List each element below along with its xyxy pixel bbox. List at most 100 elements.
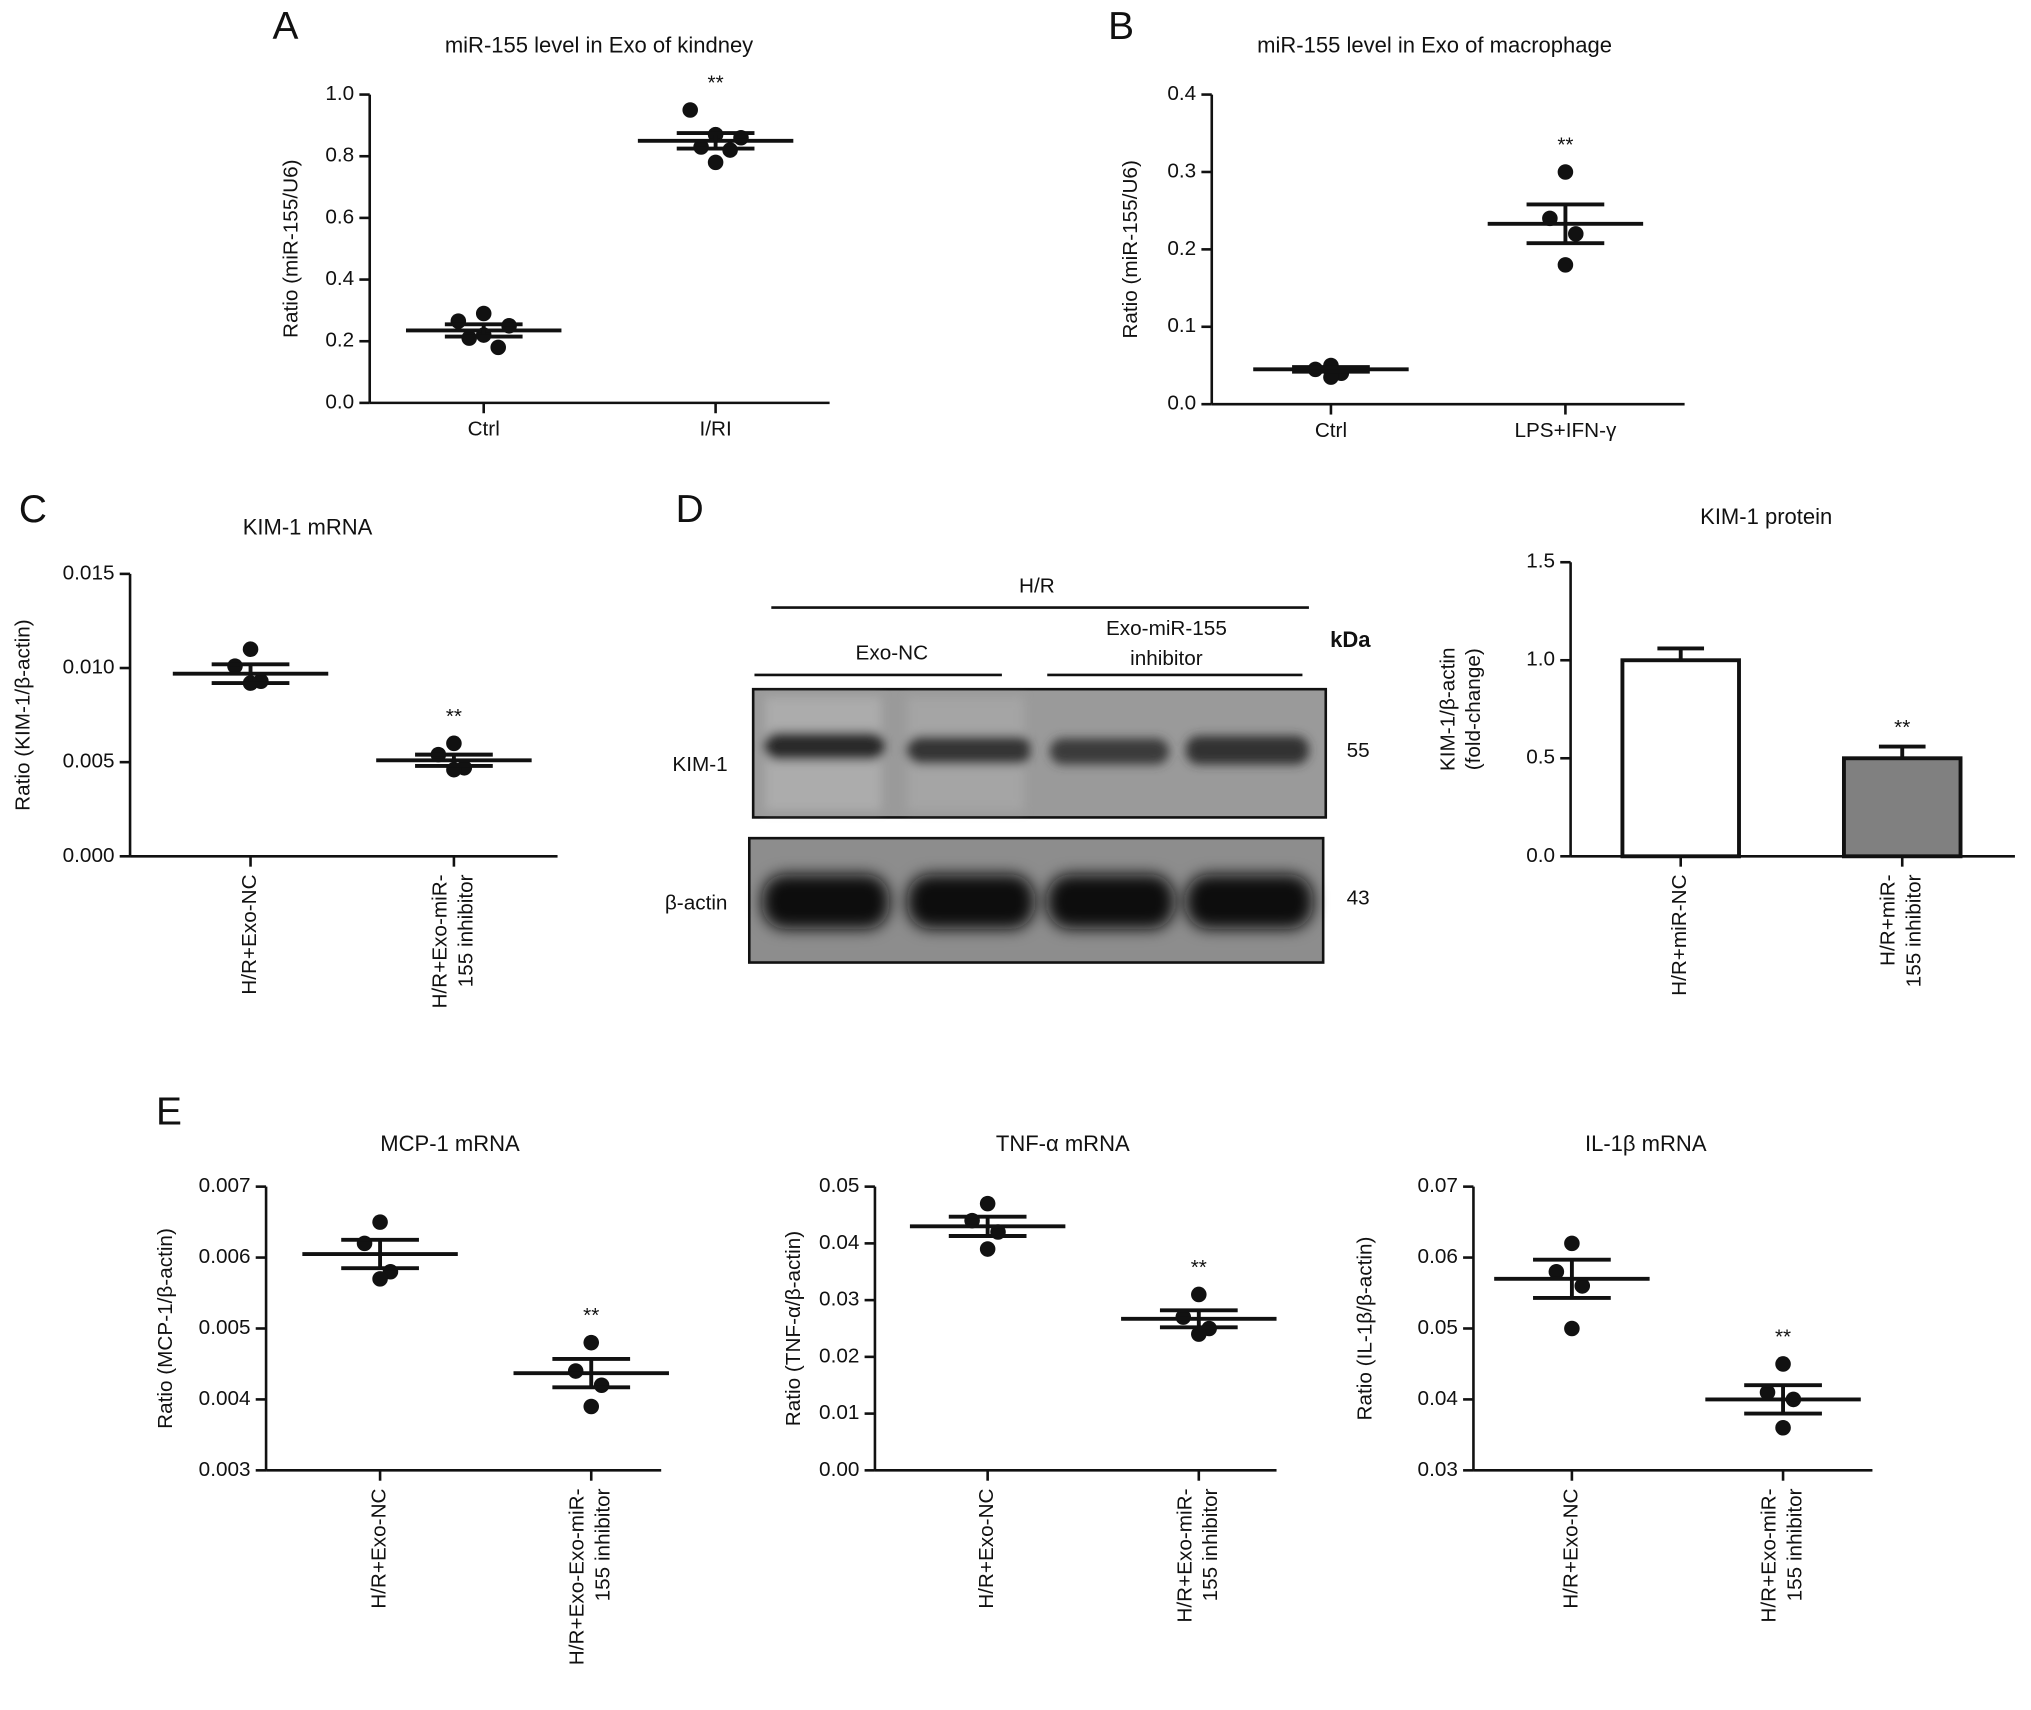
chart-title: MCP-1 mRNA <box>380 1131 520 1156</box>
x-tick-label: 155 inhibitor <box>1783 1488 1806 1601</box>
y-tick-label: 0.010 <box>63 655 115 678</box>
dot <box>372 1271 388 1287</box>
y-tick-label: 1.0 <box>1526 648 1555 671</box>
x-tick-label: 155 inhibitor <box>1903 874 1926 987</box>
y-tick-label: 0.07 <box>1418 1174 1458 1197</box>
lane-label: inhibitor <box>1130 647 1203 670</box>
panel-label: A <box>273 5 299 48</box>
x-tick-label: Ctrl <box>1315 419 1347 442</box>
dot <box>475 305 492 322</box>
x-tick-label: Ctrl <box>468 418 500 441</box>
significance: ** <box>1894 716 1910 739</box>
y-tick-label: 0.4 <box>325 267 354 290</box>
dot <box>979 1195 996 1212</box>
y-tick-label: 0.04 <box>1418 1387 1458 1410</box>
x-tick-label: 155 inhibitor <box>592 1488 615 1601</box>
y-axis-label: Ratio (IL-1β/β-actin) <box>1353 1237 1376 1421</box>
significance: ** <box>708 72 724 95</box>
panel-label: D <box>676 488 704 531</box>
y-tick-label: 0.8 <box>325 144 354 167</box>
blot-group: H/R <box>1019 574 1055 597</box>
y-tick-label: 0.02 <box>819 1344 859 1367</box>
significance: ** <box>583 1304 599 1327</box>
y-axis-label: Ratio (miR-155/U6) <box>279 159 302 337</box>
unit: kDa <box>1330 627 1371 652</box>
y-tick-label: 0.03 <box>1418 1458 1458 1481</box>
y-tick-label: 1.0 <box>325 82 354 105</box>
x-tick-label: H/R+Exo-miR- <box>428 874 451 1008</box>
dot <box>450 313 467 329</box>
y-tick-label: 1.5 <box>1526 550 1555 573</box>
significance: ** <box>1557 134 1573 157</box>
panel-label: B <box>1108 5 1134 48</box>
x-tick-label: H/R+Exo-NC <box>368 1488 391 1608</box>
x-tick-label: H/R+miR- <box>1877 874 1900 966</box>
dot <box>1557 257 1574 273</box>
bar <box>1842 756 1963 859</box>
y-axis-label: Ratio (TNF-α/β-actin) <box>782 1231 805 1426</box>
bands <box>764 696 1309 811</box>
y-tick-label: 0.2 <box>325 329 354 352</box>
y-tick-label: 0.000 <box>63 844 115 867</box>
dot <box>682 102 698 118</box>
y-tick-label: 0.00 <box>819 1458 859 1481</box>
y-tick-label: 0.005 <box>63 750 115 773</box>
dot <box>979 1241 996 1257</box>
y-tick-label: 0.2 <box>1167 237 1196 260</box>
y-axis-label: (fold-change) <box>1462 648 1485 770</box>
panel-label: E <box>156 1090 182 1133</box>
bar <box>1620 658 1741 859</box>
y-tick-label: 0.006 <box>199 1245 251 1268</box>
size-label: 55 <box>1347 739 1370 762</box>
y-tick-label: 0.0 <box>1167 392 1196 415</box>
y-tick-label: 0.005 <box>199 1316 251 1339</box>
x-tick-label: 155 inhibitor <box>1199 1488 1222 1601</box>
y-axis-label: Ratio (miR-155/U6) <box>1119 160 1142 338</box>
dot <box>707 154 724 171</box>
x-tick-label: H/R+Exo-NC <box>1559 1488 1582 1608</box>
dot <box>1775 1356 1791 1372</box>
lane-label: Exo-NC <box>856 642 929 665</box>
y-tick-label: 0.3 <box>1167 159 1196 182</box>
dot <box>1759 1384 1776 1401</box>
x-tick-label: I/RI <box>699 418 731 441</box>
protein-label: β-actin <box>665 892 728 915</box>
y-tick-label: 0.05 <box>819 1174 859 1197</box>
y-tick-label: 0.1 <box>1167 314 1196 337</box>
dot <box>1775 1420 1791 1436</box>
x-tick-label: H/R+miR-NC <box>1668 874 1691 995</box>
dot <box>1564 1320 1580 1337</box>
dot <box>1557 164 1574 180</box>
dot <box>490 339 506 356</box>
y-tick-label: 0.0 <box>325 390 354 413</box>
significance: ** <box>1775 1326 1791 1349</box>
y-axis-label: Ratio (KIM-1/β-actin) <box>11 619 34 811</box>
y-tick-label: 0.5 <box>1526 746 1555 769</box>
dot <box>1564 1235 1580 1252</box>
dot <box>583 1334 600 1351</box>
chart-title: KIM-1 mRNA <box>243 514 373 539</box>
x-tick-label: H/R+Exo-NC <box>238 874 261 994</box>
y-tick-label: 0.01 <box>819 1401 859 1424</box>
y-tick-label: 0.6 <box>325 205 354 228</box>
chart-title: TNF-α mRNA <box>996 1131 1130 1156</box>
dot <box>446 735 462 752</box>
significance: ** <box>1191 1256 1207 1279</box>
chart-title: miR-155 level in Exo of kindney <box>445 32 753 57</box>
dot <box>1548 1263 1565 1280</box>
panel-label: C <box>19 488 47 531</box>
y-tick-label: 0.007 <box>199 1174 251 1197</box>
dot <box>1574 1278 1591 1294</box>
lane-label: Exo-miR-155 <box>1106 617 1227 640</box>
y-tick-label: 0.03 <box>819 1288 859 1311</box>
x-tick-label: LPS+IFN-γ <box>1514 419 1617 442</box>
size-label: 43 <box>1347 887 1370 910</box>
x-tick-label: H/R+Exo-miR- <box>1758 1488 1781 1622</box>
dot <box>372 1214 388 1230</box>
x-tick-label: H/R+Exo-miR- <box>1173 1488 1196 1622</box>
y-axis-label: KIM-1/β-actin <box>1436 647 1459 771</box>
dot <box>242 641 259 657</box>
dot <box>567 1363 584 1379</box>
